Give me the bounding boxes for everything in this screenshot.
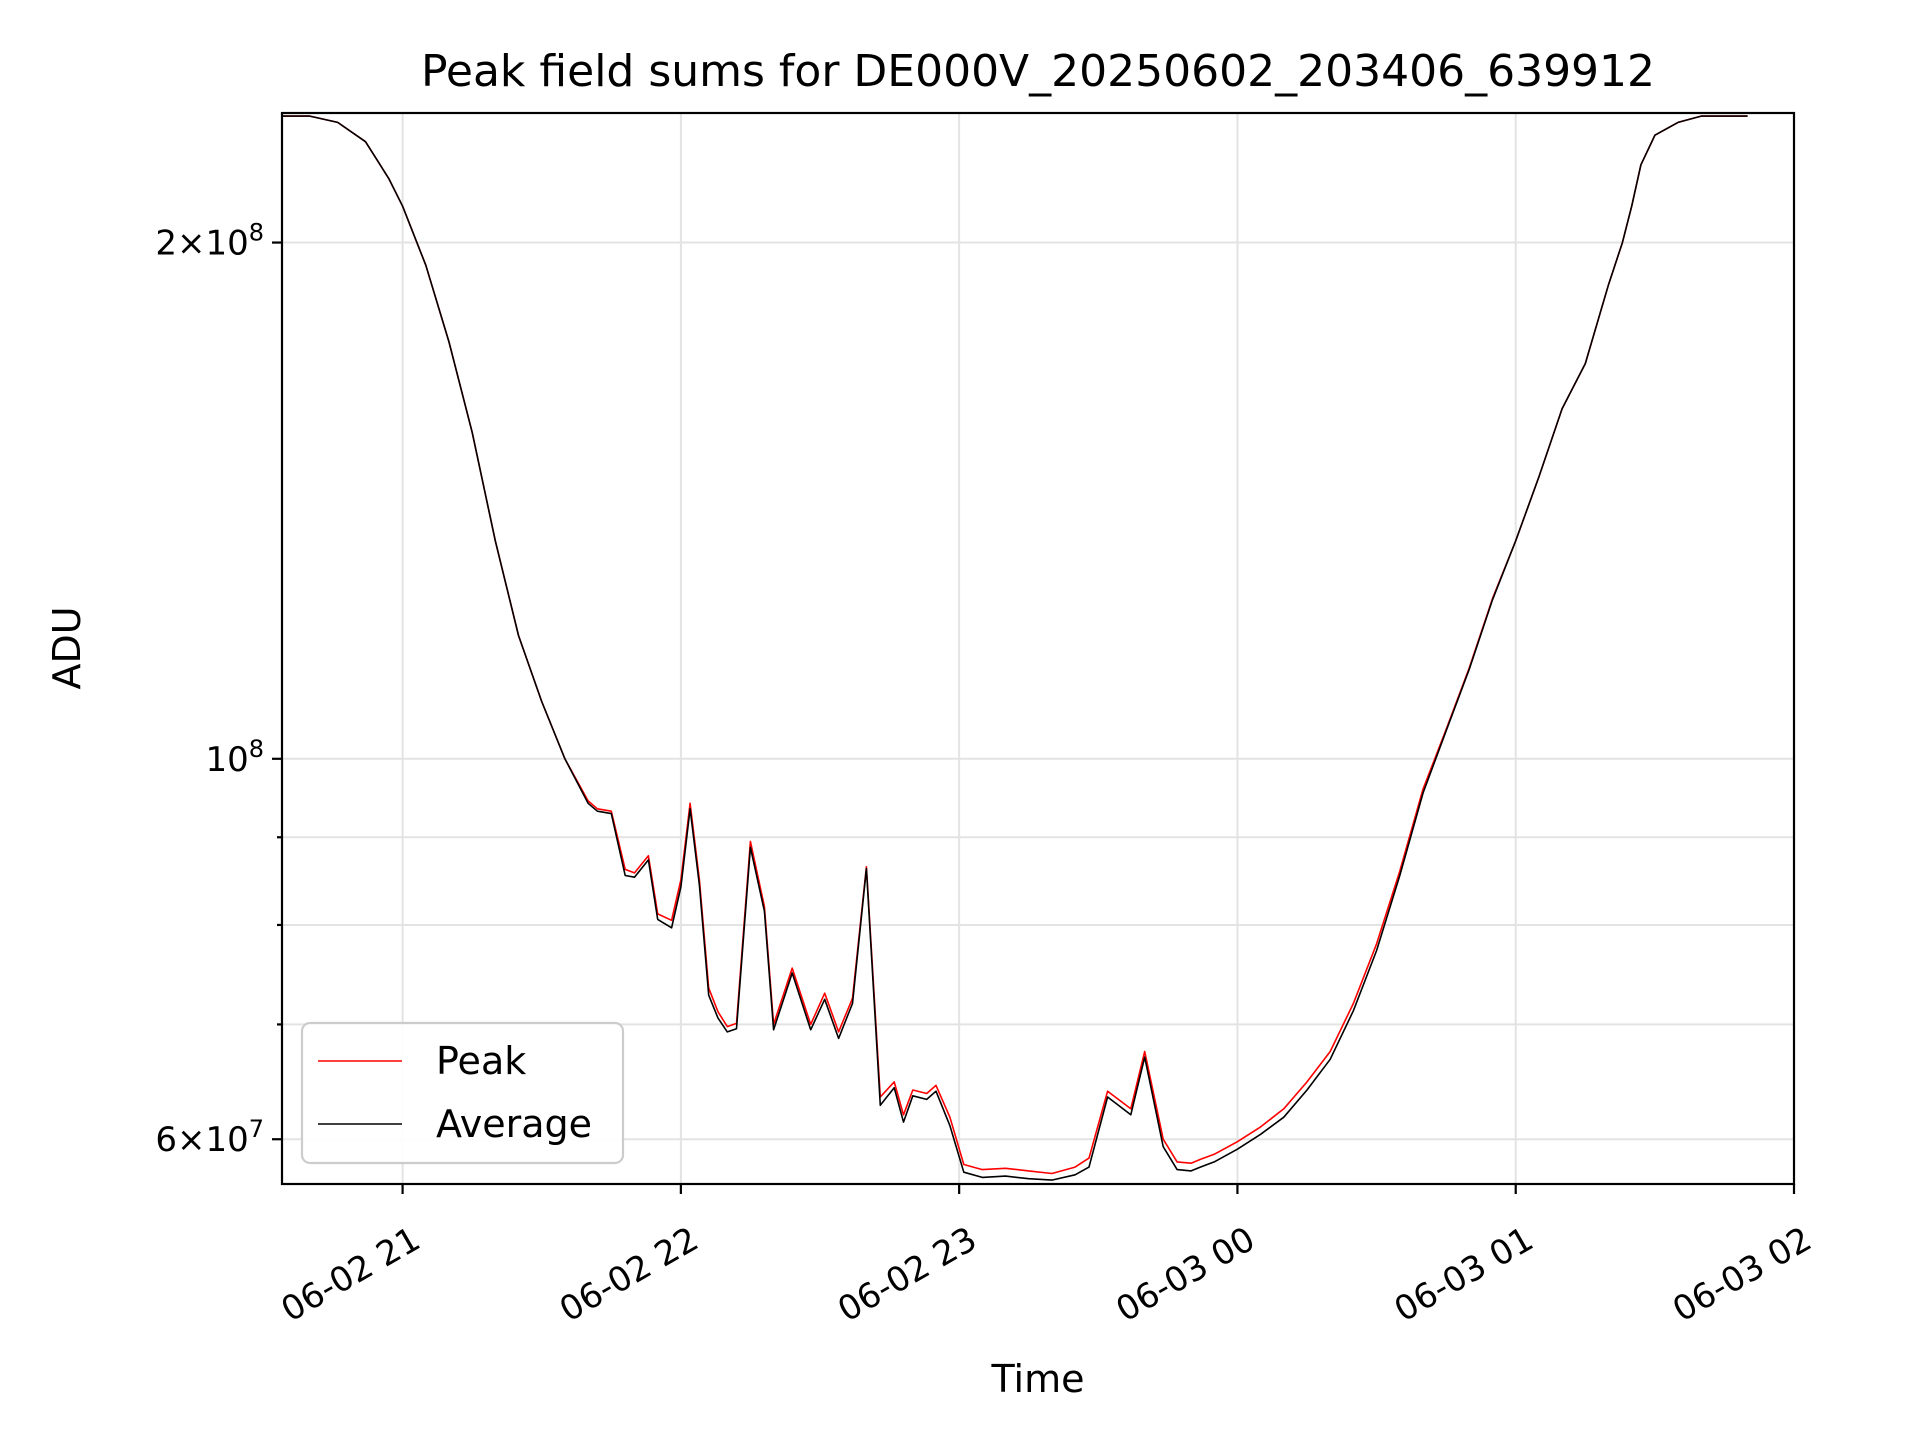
plot-frame [280, 111, 1796, 1186]
y-tick-label: 108 [205, 735, 264, 780]
y-tick-label: 2×108 [155, 219, 264, 264]
legend-box [300, 1021, 625, 1165]
legend-label-peak: Peak [436, 1039, 526, 1083]
series-line-average [282, 115, 1748, 1181]
y-axis-label: ADU [45, 606, 89, 689]
x-axis-label: Time [991, 1357, 1085, 1401]
chart-title: Peak field sums for DE000V_20250602_2034… [421, 46, 1655, 97]
series-group [282, 115, 1748, 1181]
y-tick-label: 6×107 [155, 1115, 264, 1160]
legend-label-average: Average [436, 1102, 592, 1146]
legend: Peak Average [300, 1021, 625, 1165]
